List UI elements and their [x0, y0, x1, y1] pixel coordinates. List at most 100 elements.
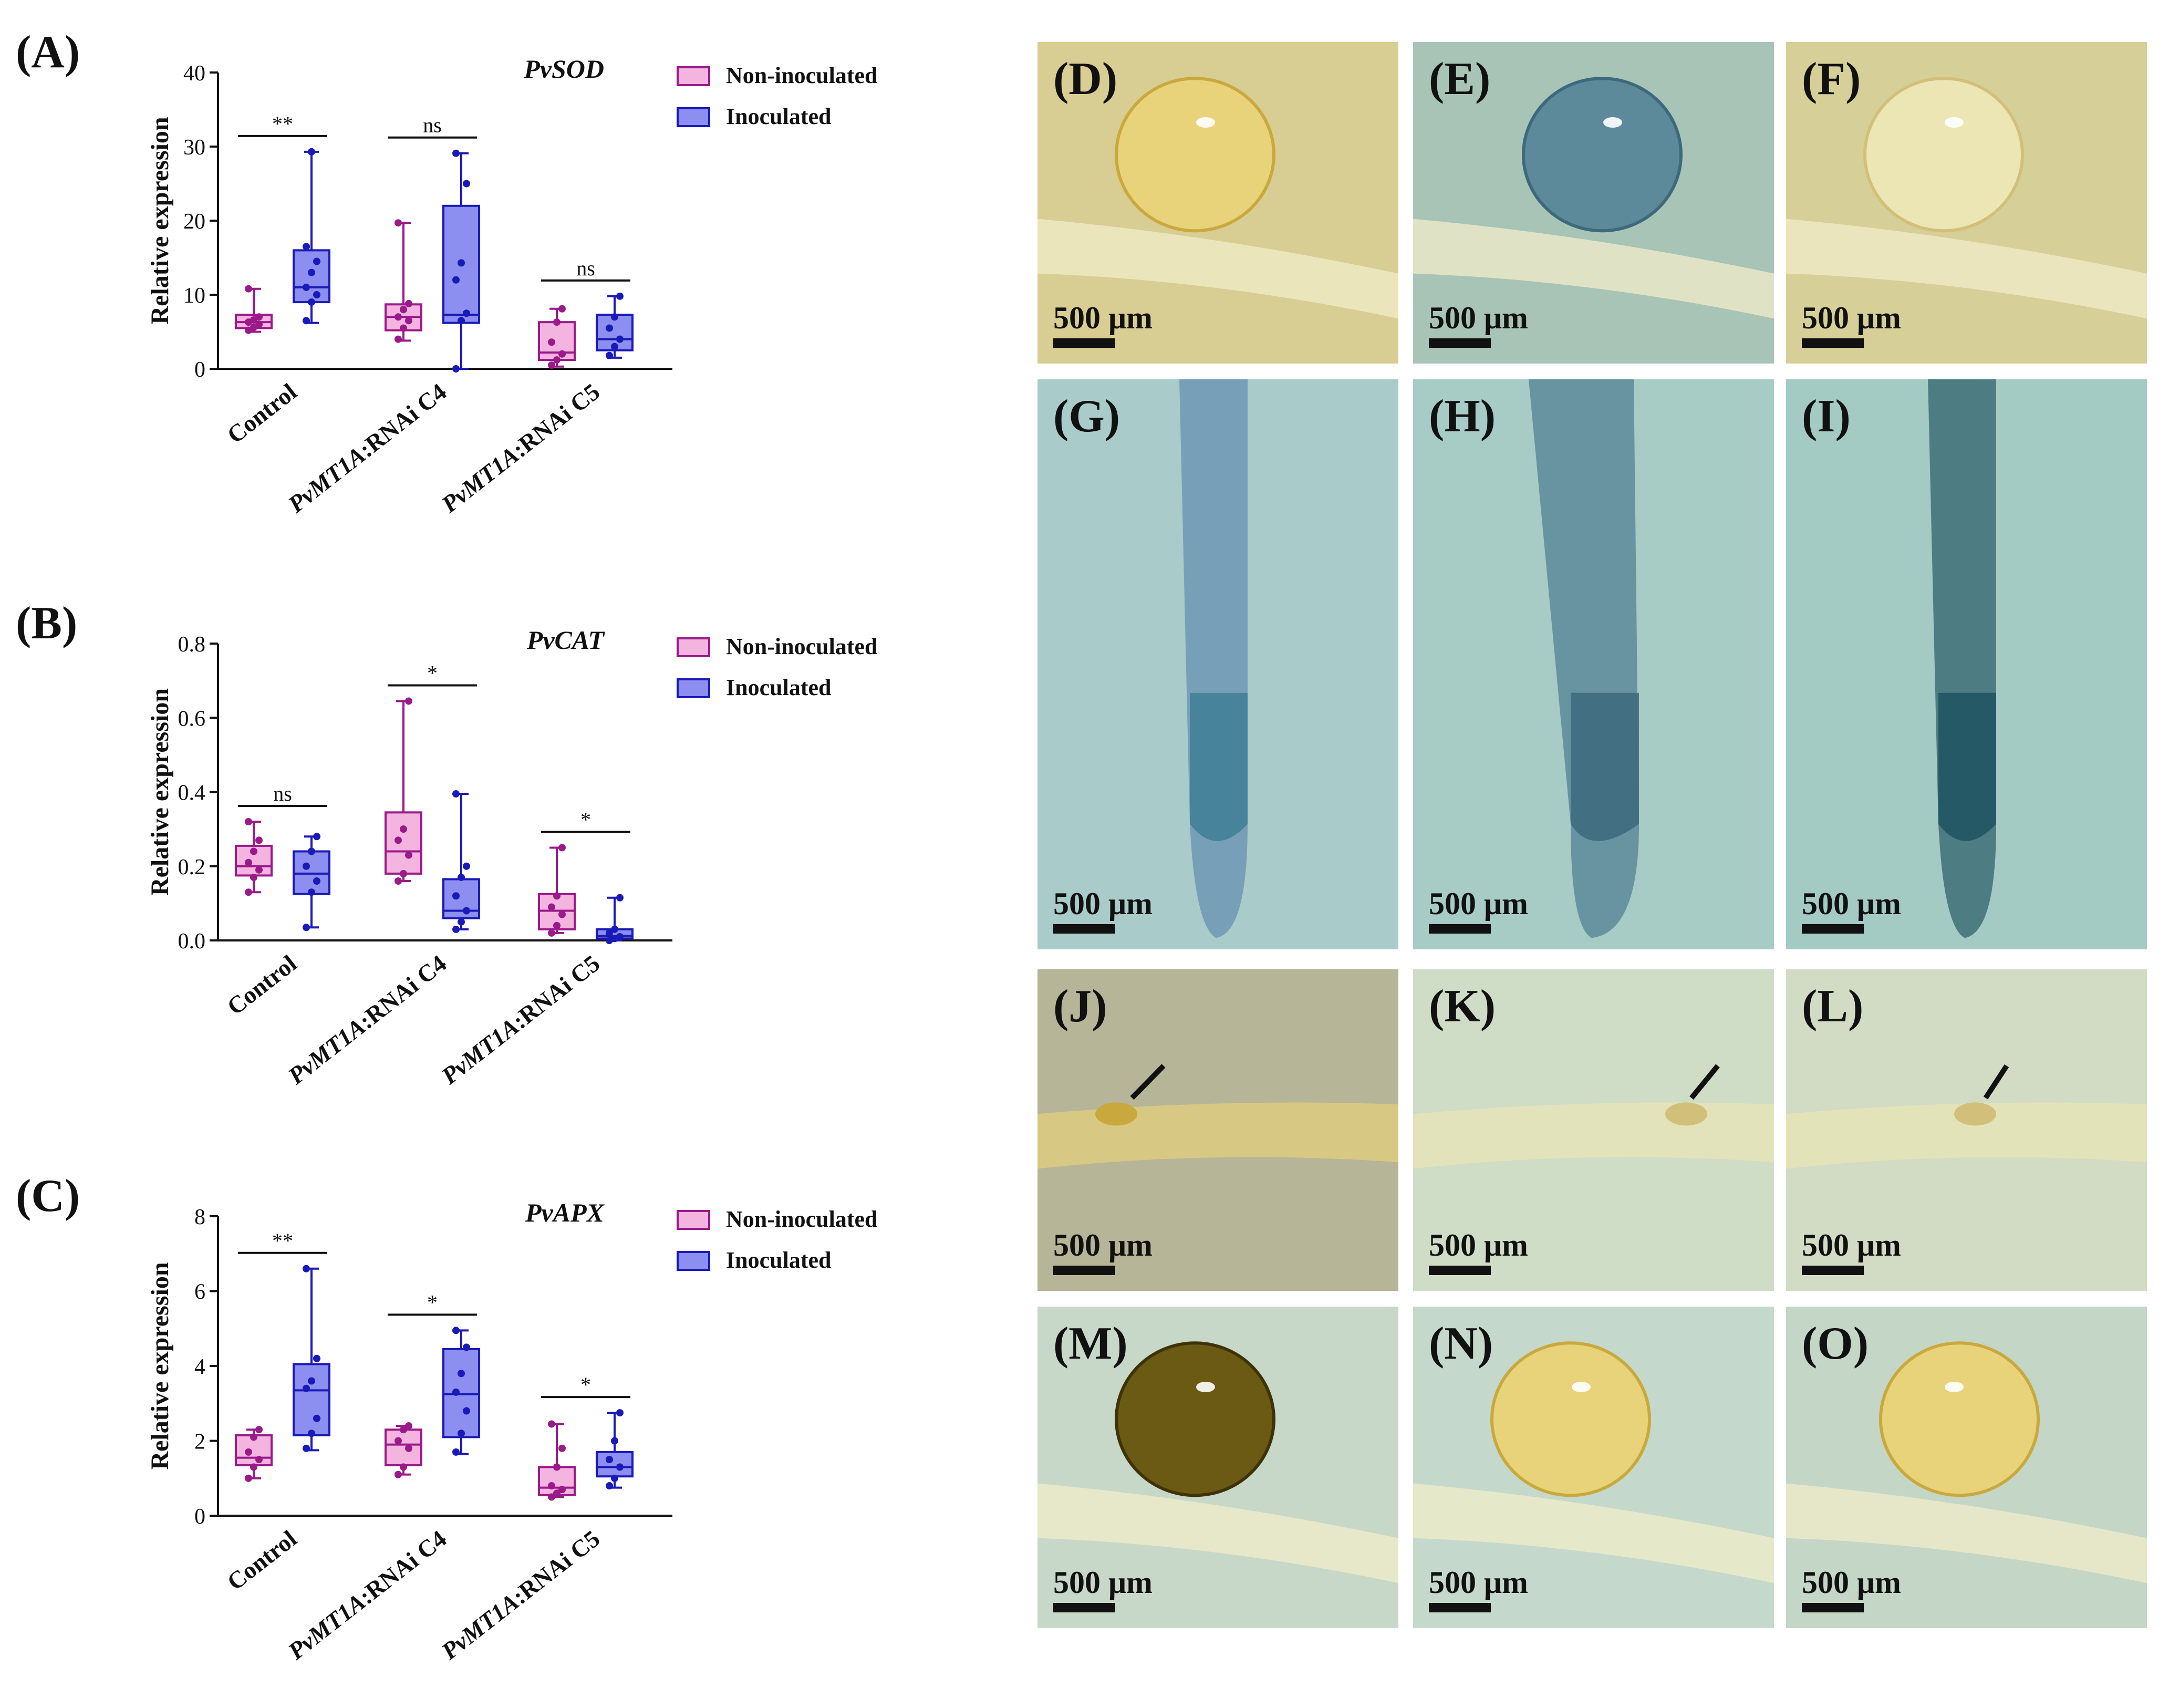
data-point: [400, 869, 407, 877]
data-point: [400, 306, 407, 314]
box-Inoculated-Control: [293, 148, 330, 325]
data-point: [548, 929, 555, 937]
significance-label: *: [580, 808, 591, 831]
data-point: [303, 317, 310, 325]
data-point: [245, 858, 252, 866]
legend-swatch: [677, 678, 710, 698]
scale-bar: 500 μm: [1429, 886, 1528, 934]
scale-bar-line: [1053, 1266, 1115, 1275]
box-Inoculated-PvMT1A:RNAi C5: [596, 292, 634, 359]
legend-swatch: [677, 107, 710, 127]
micrograph-label: (M): [1053, 1318, 1128, 1369]
legend-label: Inoculated: [726, 1247, 831, 1273]
legend-swatch: [677, 66, 710, 86]
scale-bar-line: [1429, 1266, 1491, 1275]
data-point: [250, 847, 257, 855]
data-point: [548, 903, 555, 911]
significance-label: ns: [576, 256, 595, 280]
data-point: [313, 291, 320, 298]
significance-label: *: [427, 1290, 438, 1314]
y-tick-label: 20: [183, 210, 205, 234]
micrograph-o: (O) 500 μm: [1786, 1307, 2147, 1628]
data-point: [452, 1388, 460, 1396]
scale-bar-line: [1802, 338, 1864, 348]
box-iqr: [293, 1363, 330, 1436]
data-point: [303, 924, 310, 931]
chart-title: PvCAT: [526, 625, 606, 655]
box-Inoculated-Control: [293, 833, 330, 931]
data-point: [458, 1370, 465, 1378]
scale-bar: 500 μm: [1053, 1227, 1153, 1275]
box-Inoculated-PvMT1A:RNAi C5: [596, 1409, 634, 1489]
box-Non-inoculated-PvMT1A:RNAi C5: [538, 305, 576, 369]
y-tick-label: 0.6: [178, 707, 206, 731]
data-point: [313, 257, 320, 265]
micrograph-m: (M) 500 μm: [1037, 1307, 1398, 1628]
data-point: [400, 1426, 407, 1434]
data-point: [606, 929, 613, 937]
data-point: [611, 313, 618, 321]
significance-label: **: [272, 112, 293, 136]
data-point: [395, 335, 402, 343]
box-iqr: [442, 878, 480, 919]
chart-PvCAT: (B) 0.0 0.2 0.4 0.6 0.8 Relative expression PvC…: [16, 598, 877, 1090]
box-Inoculated-PvMT1A:RNAi C4: [442, 149, 480, 372]
data-point: [558, 910, 566, 918]
data-point: [313, 877, 320, 885]
data-point: [611, 1474, 618, 1482]
data-point: [308, 1377, 315, 1385]
data-point: [245, 888, 252, 896]
micrograph-i: (I) 500 μm: [1786, 379, 2147, 949]
scale-bar: 500 μm: [1429, 1227, 1528, 1275]
data-point: [463, 907, 470, 915]
micrograph-label: (N): [1429, 1318, 1493, 1369]
data-point: [405, 299, 412, 307]
data-point: [463, 862, 470, 870]
data-point: [611, 925, 618, 933]
significance-label: *: [427, 661, 438, 685]
scale-bar-line: [1053, 1603, 1115, 1612]
scale-bar: 500 μm: [1802, 1565, 1901, 1612]
scale-bar-label: 500 μm: [1053, 1228, 1153, 1262]
data-point: [400, 825, 407, 833]
data-point: [548, 338, 555, 346]
panel-label: (B): [16, 598, 77, 649]
box-Non-inoculated-PvMT1A:RNAi C5: [538, 1420, 576, 1501]
data-point: [313, 833, 320, 841]
scale-bar-label: 500 μm: [1429, 1565, 1528, 1600]
micrograph-label: (K): [1429, 981, 1496, 1032]
data-point: [616, 894, 624, 902]
data-point: [400, 1463, 407, 1471]
box-Non-inoculated-Control: [235, 285, 273, 334]
scale-bar-line: [1802, 924, 1864, 934]
data-point: [558, 1486, 566, 1494]
legend-swatch: [677, 1251, 710, 1271]
legend-label: Inoculated: [726, 103, 831, 129]
scale-bar-line: [1429, 924, 1491, 934]
data-point: [308, 888, 315, 896]
y-tick-label: 6: [194, 1280, 205, 1305]
micrograph-label: (G): [1053, 391, 1120, 442]
x-category-label: PvMT1A:RNAi C4: [283, 1525, 451, 1665]
y-axis-label: Relative expression: [146, 1262, 174, 1469]
box-Inoculated-PvMT1A:RNAi C4: [442, 790, 480, 933]
x-category-label: PvMT1A:RNAi C5: [436, 378, 605, 519]
data-point: [452, 365, 460, 372]
scale-bar-line: [1429, 1603, 1491, 1612]
y-tick-label: 10: [183, 284, 205, 308]
data-point: [616, 1409, 624, 1417]
scale-bar-line: [1802, 1266, 1864, 1275]
scale-bar: 500 μm: [1053, 300, 1153, 348]
data-point: [458, 873, 465, 881]
data-point: [405, 697, 412, 705]
y-tick-label: 8: [194, 1205, 205, 1229]
legend-label: Non-inoculated: [726, 63, 877, 88]
box-Inoculated-Control: [293, 1265, 330, 1452]
data-point: [616, 335, 624, 343]
y-tick-label: 0.0: [178, 929, 206, 954]
micrograph-k: (K) 500 μm: [1413, 969, 1774, 1291]
data-point: [553, 922, 561, 929]
data-point: [452, 892, 460, 900]
data-point: [558, 1444, 566, 1452]
